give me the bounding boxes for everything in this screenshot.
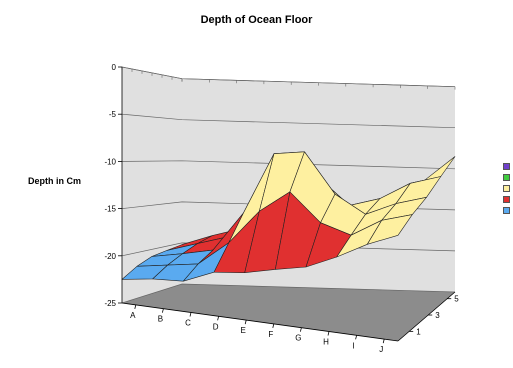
x-tick	[162, 308, 164, 313]
chart-gridlines	[121, 66, 456, 304]
floor	[122, 284, 455, 341]
legend-swatch	[503, 163, 510, 170]
y-tick-label: -10	[104, 157, 116, 166]
x-tick	[217, 316, 219, 321]
y-tick-label: 0	[112, 63, 117, 72]
y-axis-label: Depth in Cm	[28, 176, 81, 186]
gridline	[121, 242, 456, 257]
x-tick-label: J	[379, 345, 383, 354]
x-tick-label: B	[158, 315, 163, 324]
y-tick-label: -5	[109, 110, 117, 119]
x-tick-label: E	[241, 326, 246, 335]
legend-swatch	[503, 196, 510, 203]
legend-swatch	[503, 207, 510, 214]
z-tick-label: 3	[435, 311, 440, 320]
x-tick	[300, 327, 302, 332]
x-tick-label: C	[185, 319, 191, 328]
x-tick-label: H	[323, 338, 329, 347]
x-tick	[355, 335, 357, 340]
z-tick-label: 5	[454, 295, 459, 304]
x-tick	[327, 331, 330, 336]
y-tick-label: -20	[104, 252, 116, 261]
surface-patch	[366, 214, 413, 245]
x-tick-label: D	[213, 322, 219, 331]
z-tick-label: 1	[416, 327, 421, 336]
gridline	[121, 113, 456, 129]
y-tick-label: -15	[104, 205, 116, 214]
legend-swatch	[503, 174, 510, 181]
legend-swatch	[503, 185, 510, 192]
x-tick	[244, 320, 247, 325]
gridline	[121, 160, 456, 170]
surface-mesh	[121, 151, 456, 282]
x-tick	[382, 339, 385, 344]
x-tick	[134, 304, 137, 309]
z-axis	[397, 291, 456, 342]
x-tick	[189, 312, 192, 317]
x-tick-label: I	[352, 341, 354, 350]
gridline	[121, 283, 456, 304]
legend	[503, 163, 510, 218]
y-tick-label: -25	[104, 299, 116, 308]
x-axis	[121, 302, 399, 342]
x-tick-label: F	[268, 330, 273, 339]
x-tick-label: G	[295, 334, 301, 343]
x-tick-label: A	[130, 311, 136, 320]
x-tick	[272, 323, 275, 328]
left-wall	[122, 67, 182, 303]
chart-axes: 0 -5 -10 -15 -20 -25 A B C D E F G H I J 1 3 5	[104, 63, 459, 354]
chart-title: Depth of Ocean Floor	[200, 14, 313, 26]
